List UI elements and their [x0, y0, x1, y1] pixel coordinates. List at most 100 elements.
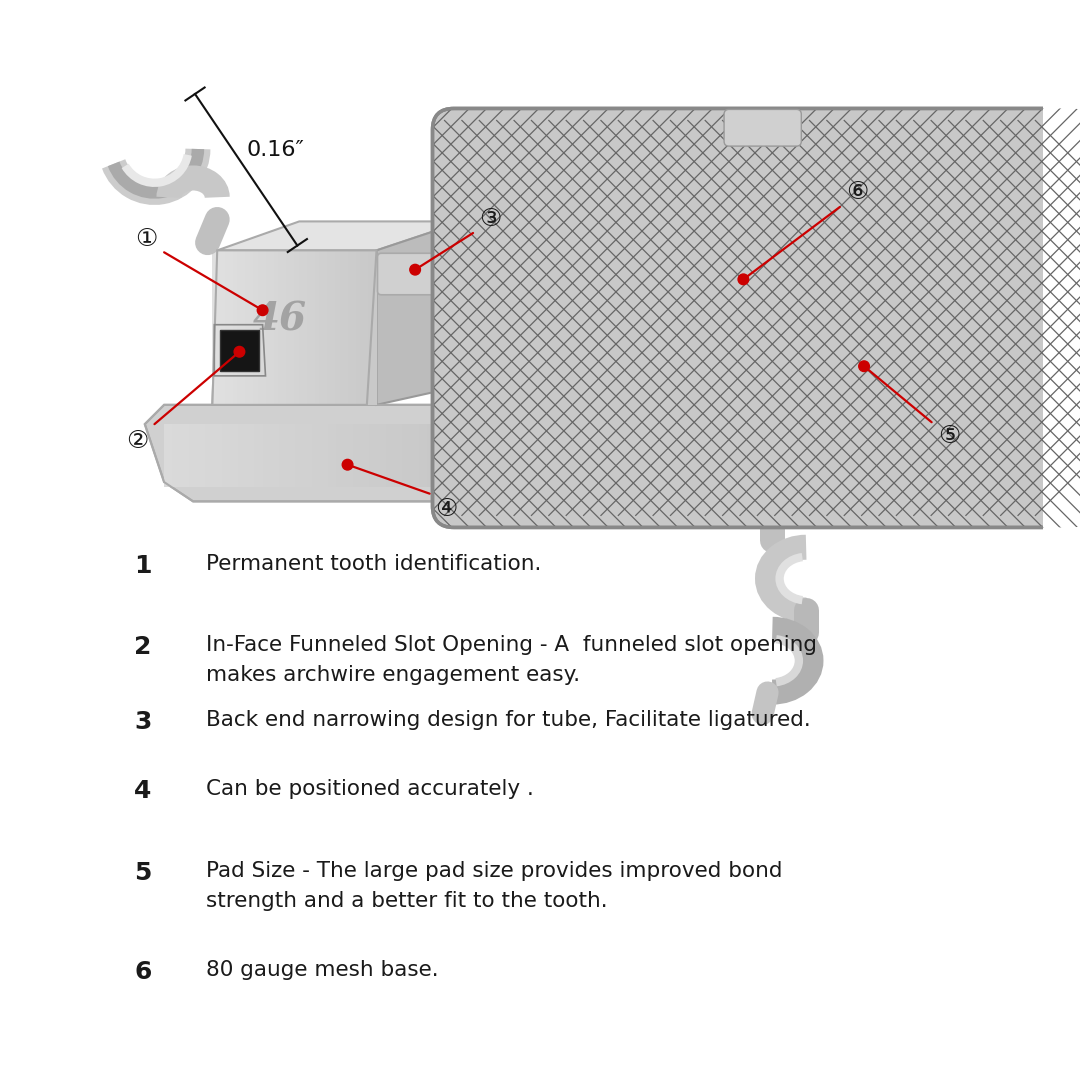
- Bar: [378, 424, 387, 487]
- Bar: [279, 424, 287, 487]
- Text: ②: ②: [126, 429, 148, 453]
- Bar: [315, 251, 320, 405]
- Bar: [270, 251, 274, 405]
- Bar: [197, 424, 205, 487]
- Text: Back end narrowing design for tube, Facilitate ligatured.: Back end narrowing design for tube, Faci…: [205, 710, 810, 730]
- Text: ③: ③: [480, 207, 501, 231]
- Circle shape: [409, 265, 420, 275]
- Polygon shape: [145, 405, 492, 501]
- Bar: [476, 424, 485, 487]
- Bar: [364, 251, 368, 405]
- Bar: [484, 424, 492, 487]
- Bar: [320, 424, 328, 487]
- Bar: [353, 424, 362, 487]
- Bar: [221, 424, 230, 487]
- Bar: [287, 424, 296, 487]
- Bar: [435, 424, 444, 487]
- Bar: [271, 424, 280, 487]
- Bar: [237, 251, 242, 405]
- Bar: [230, 424, 239, 487]
- Bar: [246, 424, 255, 487]
- Polygon shape: [217, 221, 463, 251]
- Bar: [303, 424, 312, 487]
- Text: Permanent tooth identification.: Permanent tooth identification.: [205, 554, 541, 575]
- Bar: [460, 424, 469, 487]
- Circle shape: [342, 459, 353, 470]
- Bar: [327, 251, 332, 405]
- Bar: [312, 424, 321, 487]
- Bar: [164, 424, 173, 487]
- Bar: [302, 251, 307, 405]
- Bar: [419, 424, 428, 487]
- Bar: [323, 251, 327, 405]
- Text: ①: ①: [136, 227, 158, 251]
- Bar: [249, 251, 254, 405]
- Bar: [262, 424, 271, 487]
- Bar: [274, 251, 279, 405]
- Bar: [257, 251, 262, 405]
- Bar: [173, 424, 181, 487]
- Circle shape: [234, 347, 245, 357]
- Circle shape: [257, 305, 268, 315]
- Bar: [220, 251, 226, 405]
- Text: ⑥: ⑥: [846, 180, 868, 204]
- Text: 80 gauge mesh base.: 80 gauge mesh base.: [205, 960, 438, 980]
- Bar: [319, 251, 324, 405]
- Text: 0.16″: 0.16″: [246, 140, 305, 161]
- Bar: [361, 424, 369, 487]
- Bar: [368, 251, 373, 405]
- Bar: [339, 251, 345, 405]
- Text: 2: 2: [134, 635, 151, 659]
- Bar: [360, 251, 365, 405]
- Bar: [282, 251, 286, 405]
- Bar: [427, 424, 435, 487]
- Polygon shape: [377, 221, 463, 405]
- Bar: [189, 424, 198, 487]
- Bar: [245, 251, 249, 405]
- Text: Pad Size - The large pad size provides improved bond
strength and a better fit t: Pad Size - The large pad size provides i…: [205, 861, 782, 910]
- Bar: [278, 251, 283, 405]
- Text: 3: 3: [134, 710, 151, 734]
- Bar: [386, 424, 394, 487]
- Bar: [261, 251, 266, 405]
- Text: 4: 4: [134, 780, 151, 804]
- Bar: [241, 251, 246, 405]
- Bar: [229, 251, 233, 405]
- FancyBboxPatch shape: [724, 109, 801, 146]
- Bar: [238, 424, 246, 487]
- Bar: [468, 424, 476, 487]
- Polygon shape: [213, 251, 377, 405]
- Bar: [328, 424, 337, 487]
- Bar: [216, 251, 221, 405]
- Text: 1: 1: [134, 554, 151, 579]
- Bar: [343, 251, 348, 405]
- Text: 6: 6: [134, 960, 151, 984]
- Bar: [402, 424, 410, 487]
- Text: ⑤: ⑤: [937, 423, 960, 448]
- Bar: [369, 424, 378, 487]
- Bar: [254, 251, 258, 405]
- Bar: [225, 251, 229, 405]
- Text: 5: 5: [134, 861, 151, 885]
- FancyBboxPatch shape: [432, 108, 1080, 527]
- Bar: [337, 424, 346, 487]
- Bar: [255, 424, 264, 487]
- Bar: [180, 424, 189, 487]
- Text: In-Face Funneled Slot Opening - A  funneled slot opening
makes archwire engageme: In-Face Funneled Slot Opening - A funnel…: [205, 635, 816, 685]
- Polygon shape: [220, 329, 259, 372]
- Bar: [352, 251, 356, 405]
- Bar: [332, 251, 336, 405]
- Bar: [214, 424, 222, 487]
- Bar: [451, 424, 460, 487]
- Bar: [213, 251, 217, 405]
- Bar: [345, 424, 353, 487]
- Text: 46: 46: [253, 301, 307, 339]
- Bar: [307, 251, 311, 405]
- Bar: [296, 424, 305, 487]
- Bar: [336, 251, 340, 405]
- Bar: [291, 251, 295, 405]
- Bar: [394, 424, 403, 487]
- Circle shape: [738, 274, 748, 285]
- Bar: [295, 251, 299, 405]
- Bar: [233, 251, 238, 405]
